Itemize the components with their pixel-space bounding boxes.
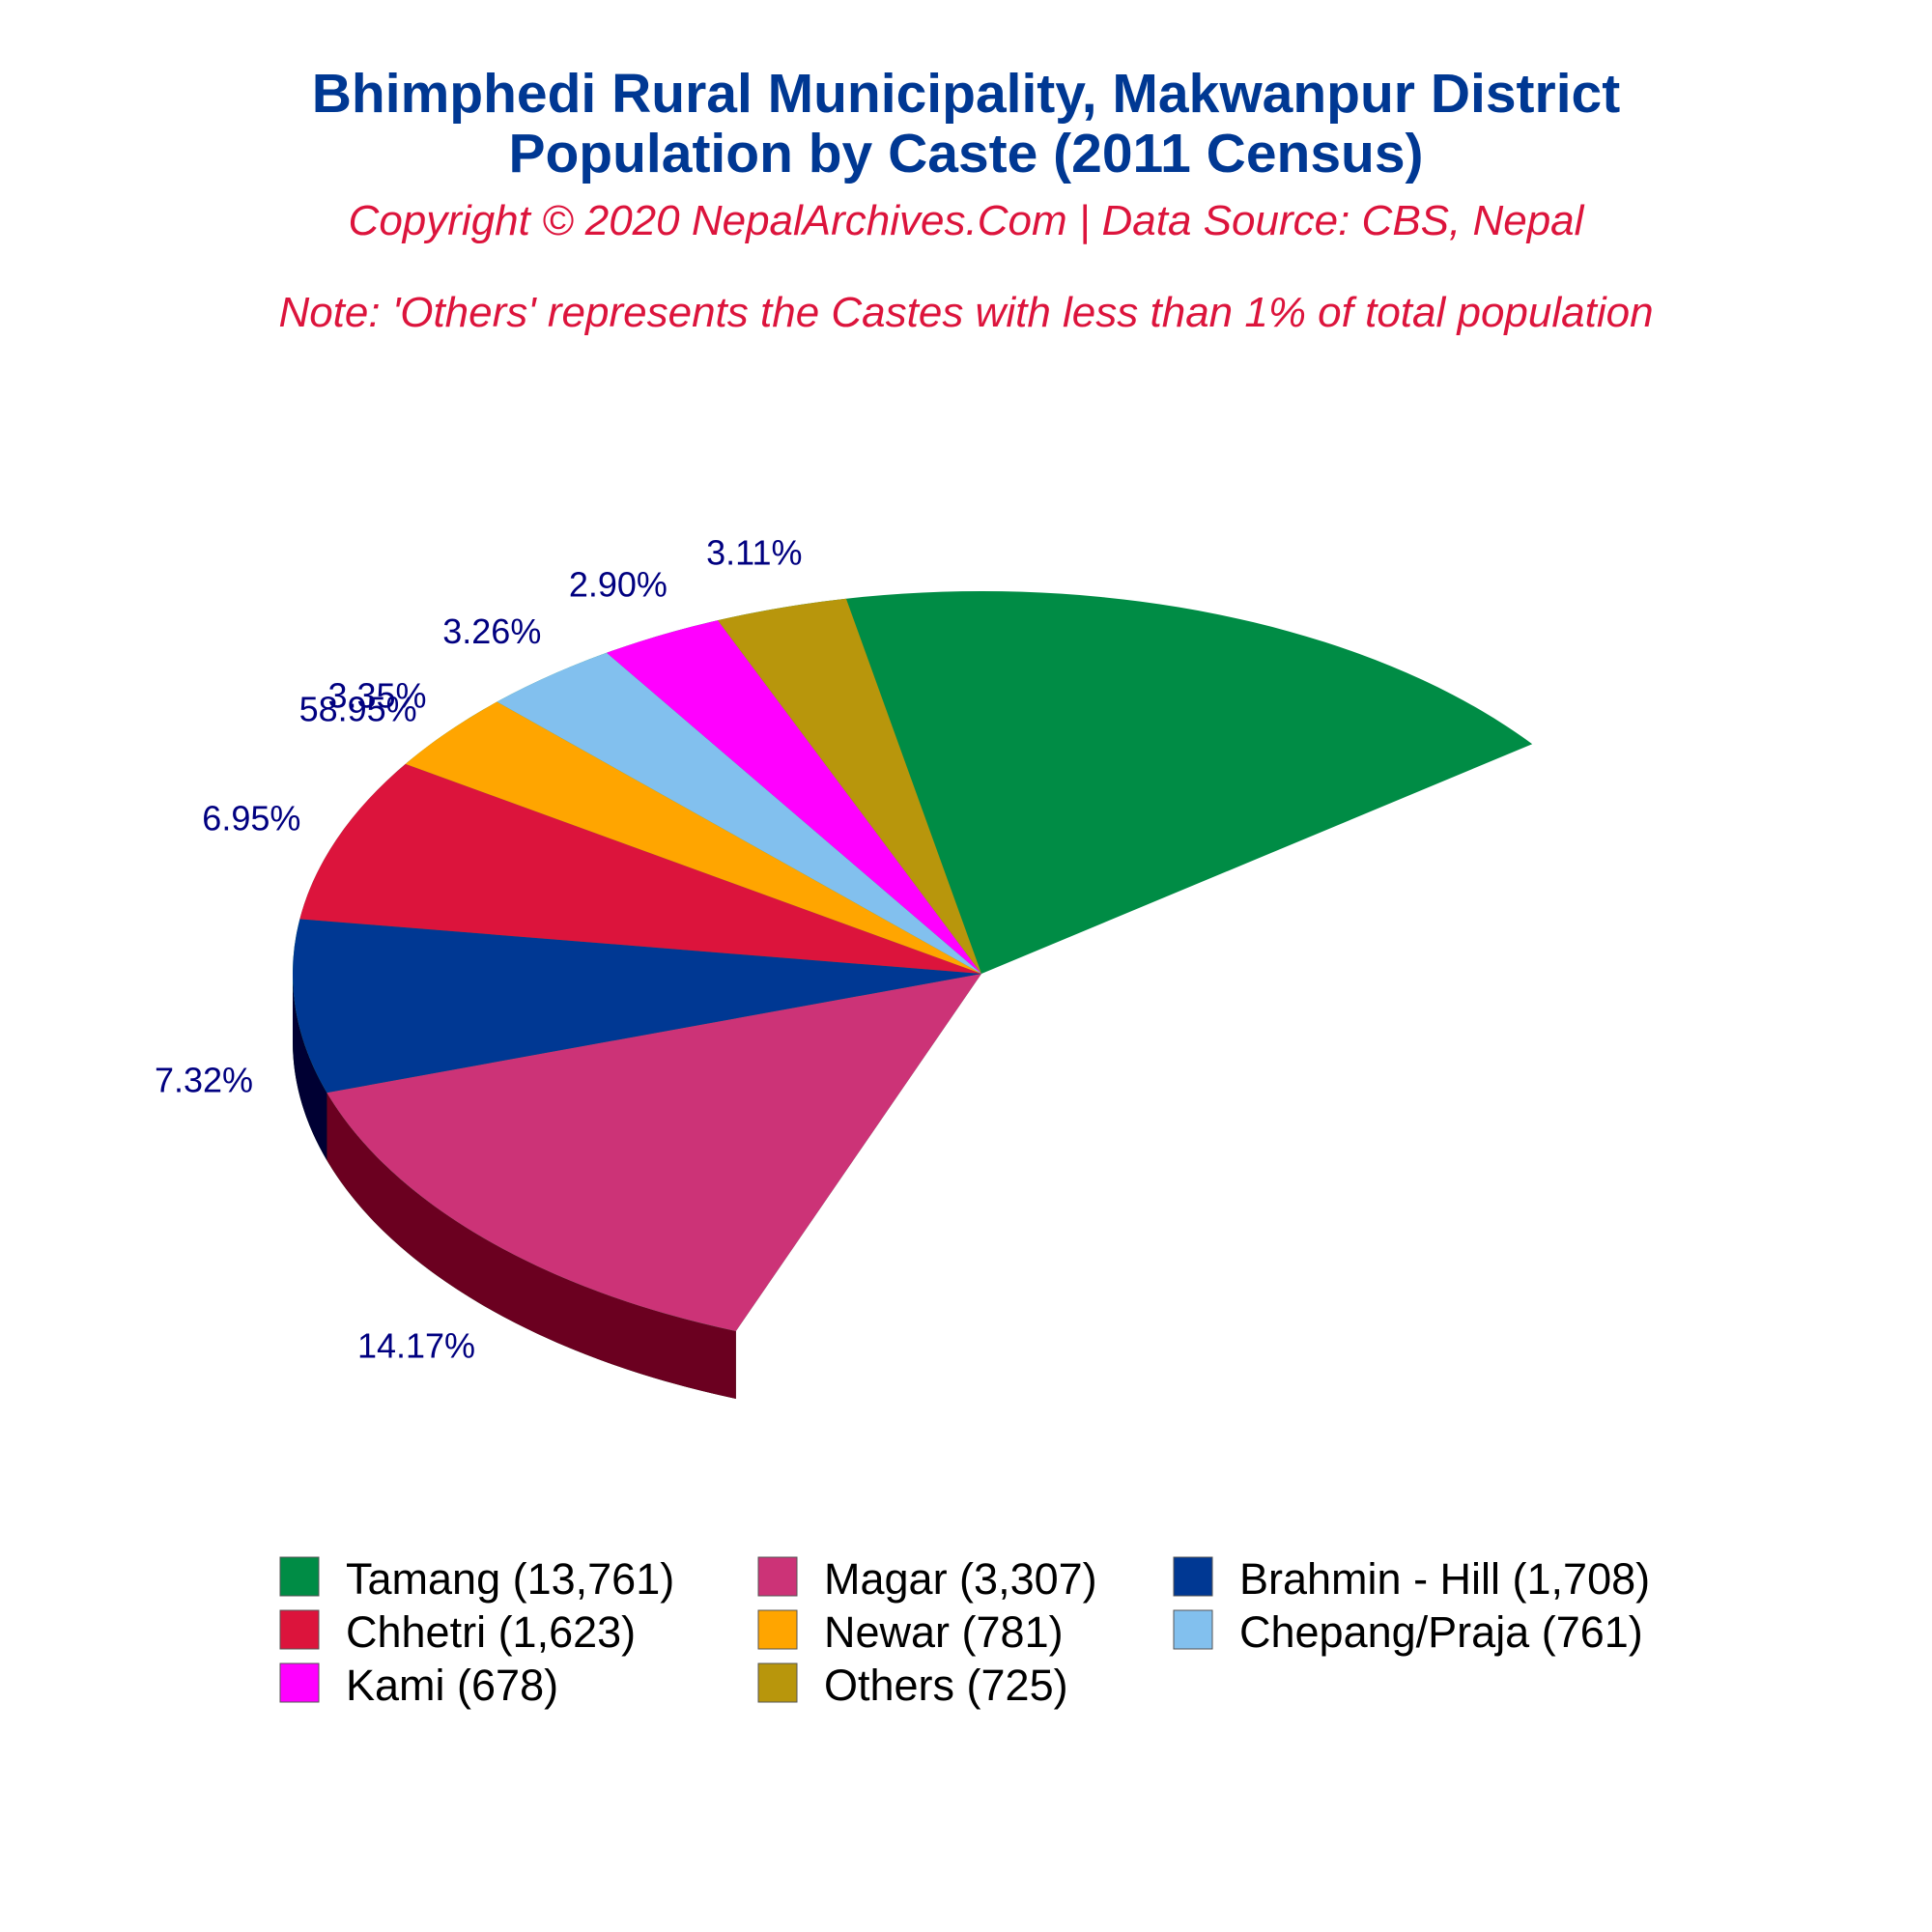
chart-title-line2: Population by Caste (2011 Census) bbox=[508, 123, 1423, 185]
legend-label-0: Tamang (13,761) bbox=[346, 1554, 674, 1604]
legend-label-2: Brahmin - Hill (1,708) bbox=[1239, 1554, 1650, 1604]
legend-swatch-6 bbox=[279, 1662, 320, 1703]
pie-label-1: 14.17% bbox=[357, 1326, 475, 1366]
pie-slice-5 bbox=[497, 652, 981, 974]
pie-slice-3 bbox=[299, 763, 982, 974]
pie-label-0: 58.95% bbox=[299, 690, 417, 729]
legend: Tamang (13,761) Magar (3,307) Brahmin - Hi… bbox=[279, 1554, 1650, 1710]
legend-swatch-4 bbox=[757, 1609, 798, 1650]
legend-label-7: Others (725) bbox=[824, 1661, 1068, 1710]
copyright-text: Copyright © 2020 NepalArchives.Com | Dat… bbox=[349, 197, 1585, 244]
pie-side-1 bbox=[327, 1093, 736, 1399]
pie-slice-1 bbox=[327, 974, 981, 1331]
pie-percent-labels: 58.95% 14.17% 7.32% 6.95% 3.35% 3.26% 2.90% 3.1… bbox=[155, 533, 803, 1366]
pie-label-6: 2.90% bbox=[569, 564, 668, 604]
pie-label-7: 3.11% bbox=[706, 533, 802, 573]
legend-swatch-3 bbox=[279, 1609, 320, 1650]
pie-slice-2 bbox=[292, 919, 981, 1094]
legend-label-6: Kami (678) bbox=[346, 1661, 558, 1710]
legend-label-5: Chepang/Praja (761) bbox=[1239, 1607, 1643, 1657]
legend-swatch-7 bbox=[757, 1662, 798, 1703]
legend-swatch-5 bbox=[1173, 1609, 1213, 1650]
pie-side-2 bbox=[293, 974, 327, 1161]
legend-swatch-2 bbox=[1173, 1556, 1213, 1597]
pie-slice-4 bbox=[405, 701, 982, 974]
pie-slices bbox=[292, 590, 1533, 1331]
legend-label-4: Newar (781) bbox=[824, 1607, 1064, 1657]
pie-label-5: 3.26% bbox=[442, 611, 541, 651]
legend-swatch-0 bbox=[279, 1556, 320, 1597]
legend-label-3: Chhetri (1,623) bbox=[346, 1607, 636, 1657]
legend-label-1: Magar (3,307) bbox=[824, 1554, 1097, 1604]
pie-label-2: 7.32% bbox=[155, 1060, 253, 1099]
pie-slice-7 bbox=[718, 598, 981, 974]
chart-title-line1: Bhimphedi Rural Municipality, Makwanpur … bbox=[312, 63, 1620, 125]
legend-swatch-1 bbox=[757, 1556, 798, 1597]
note-text: Note: 'Others' represents the Castes wit… bbox=[278, 289, 1653, 336]
pie-label-4: 3.35% bbox=[327, 675, 426, 715]
pie-3d-sides bbox=[292, 974, 736, 1399]
pie-label-3: 6.95% bbox=[202, 799, 300, 838]
pie-slice-6 bbox=[607, 620, 981, 974]
